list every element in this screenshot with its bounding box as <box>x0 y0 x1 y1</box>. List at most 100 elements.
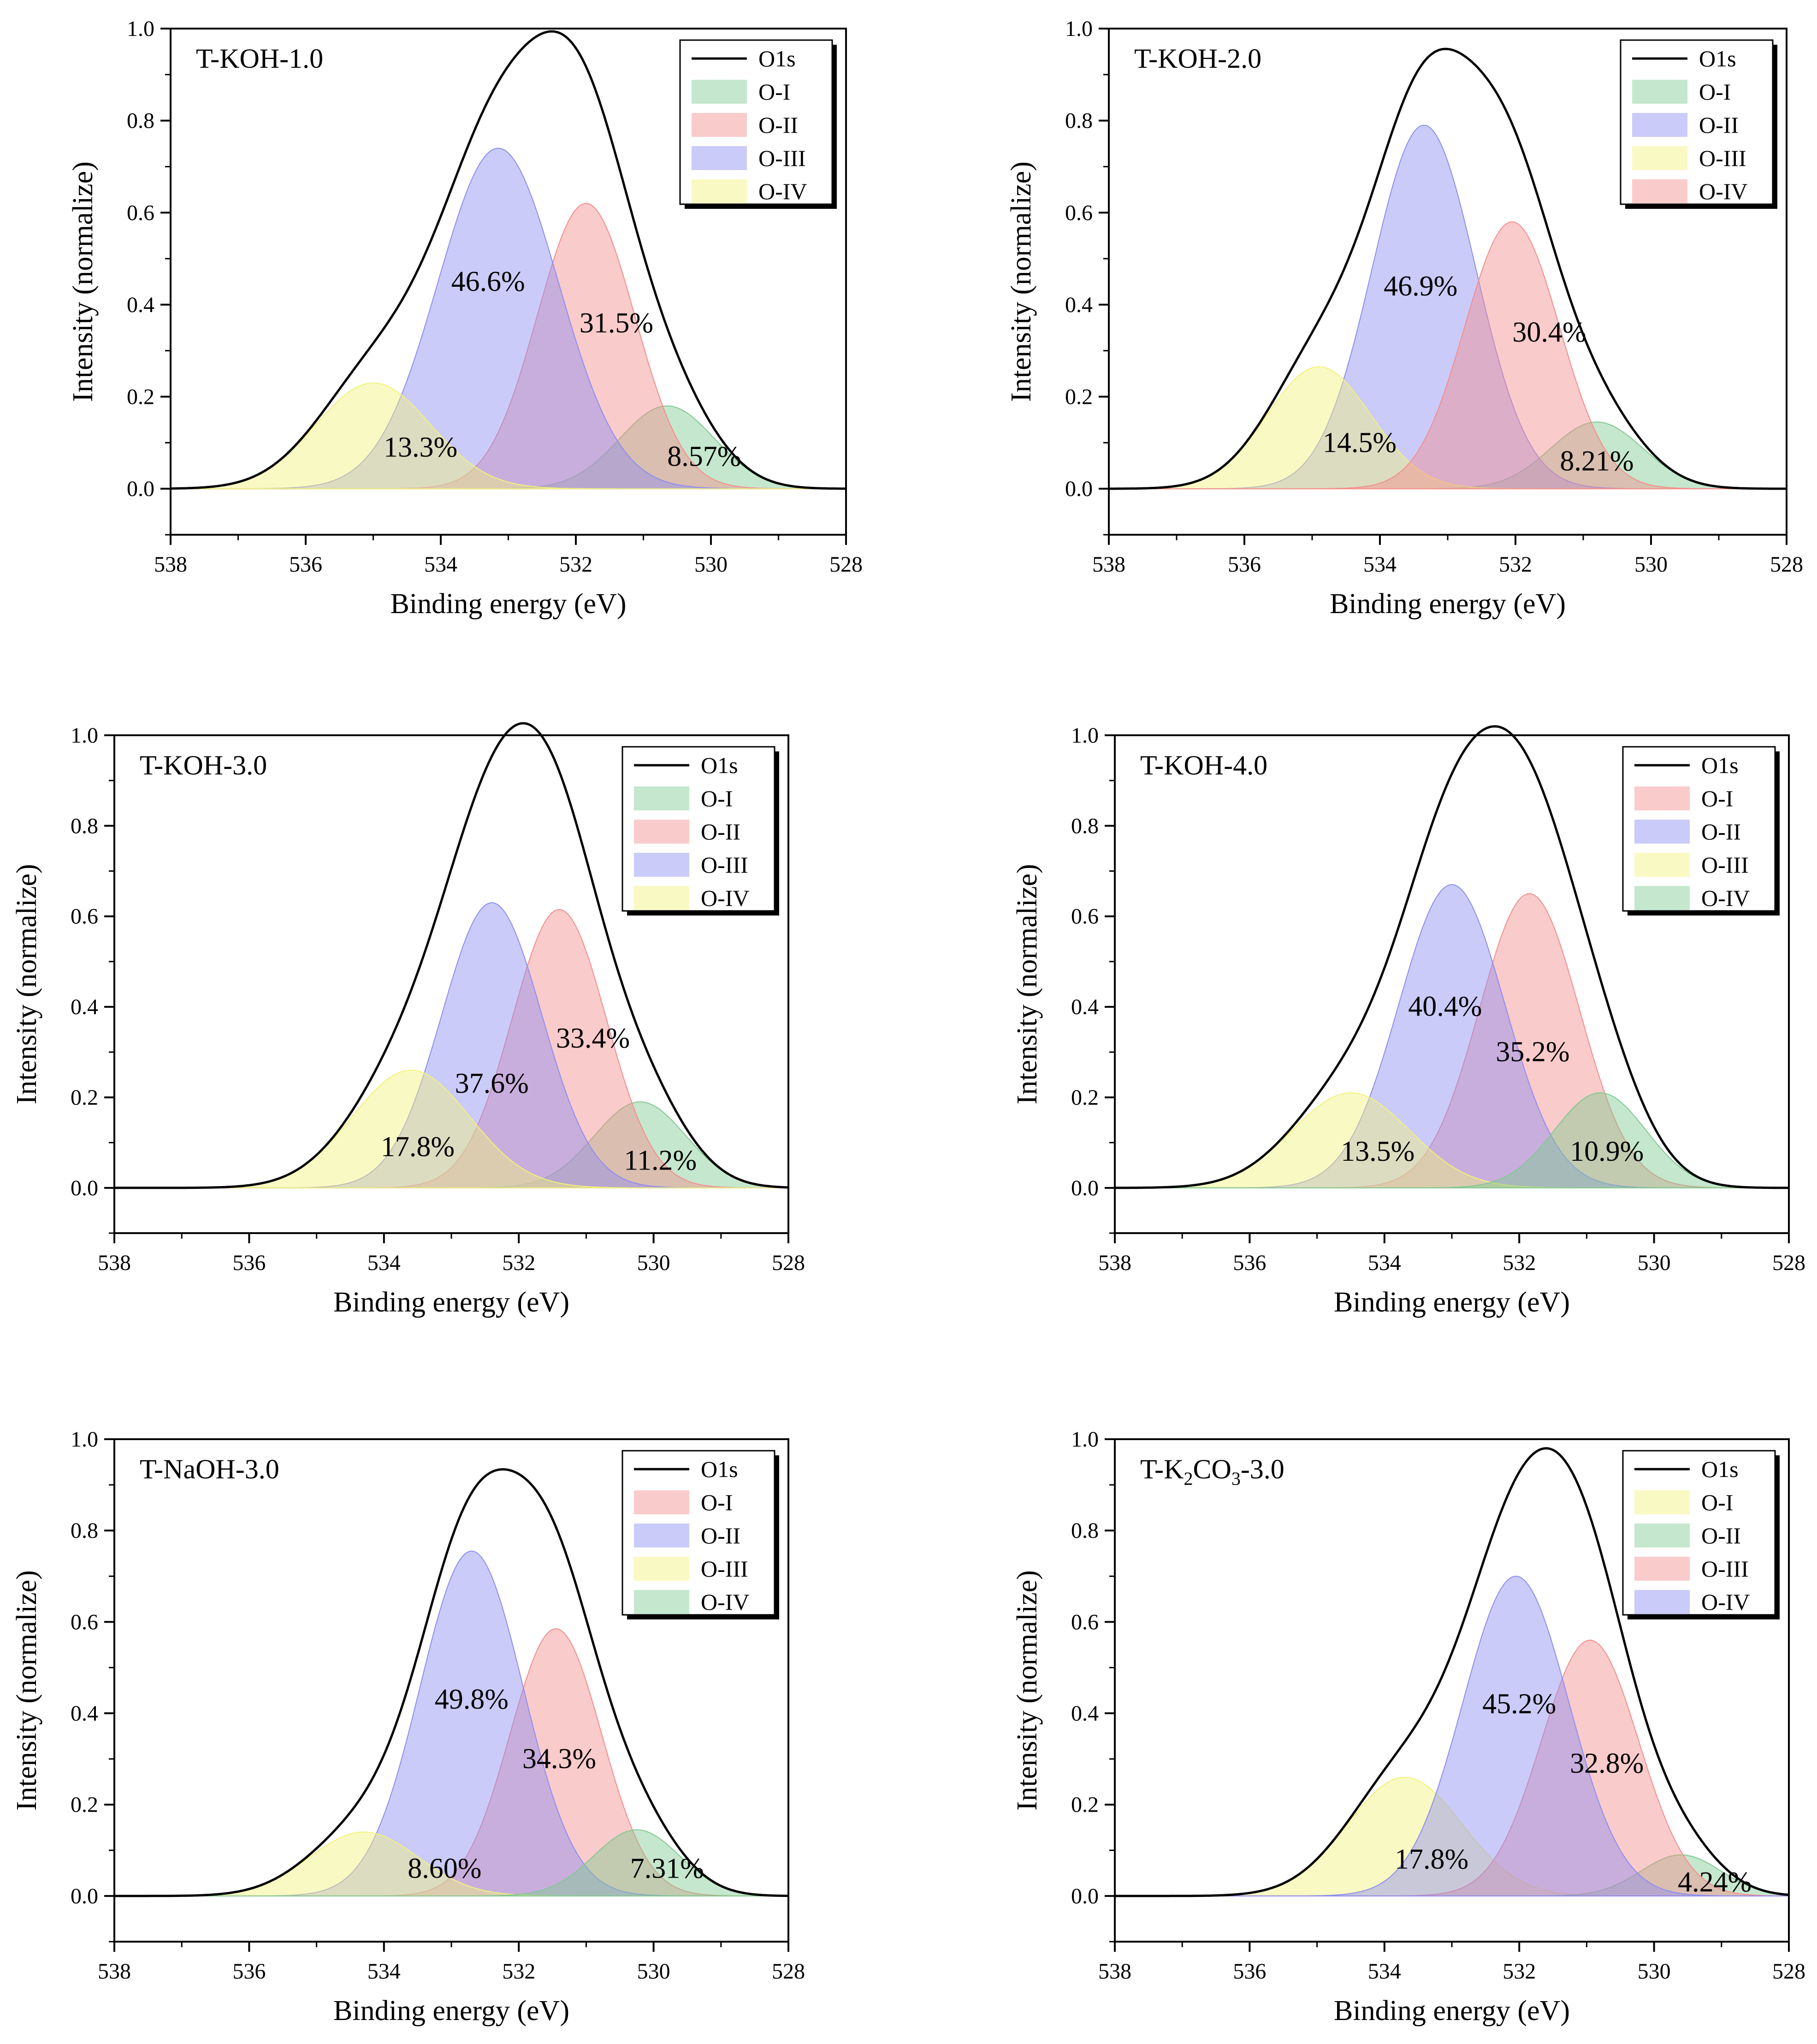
legend-label: O-III <box>1701 1556 1749 1582</box>
legend: O1s O-I O-II O-III O-IV <box>679 39 837 209</box>
x-tick-label: 530 <box>1634 552 1668 577</box>
legend-label: O-III <box>1699 145 1746 171</box>
x-axis-label: Binding energy (eV) <box>1334 1287 1570 1318</box>
percent-label: 34.3% <box>522 1743 596 1774</box>
x-axis: 538 536 534 532 530 528 <box>154 535 863 577</box>
x-tick-label: 538 <box>1098 1251 1131 1275</box>
legend-label: O-II <box>1701 819 1741 845</box>
legend-label: O1s <box>701 752 738 778</box>
curves <box>1108 47 1787 490</box>
y-tick-label: 0.0 <box>127 477 154 501</box>
x-tick-label: 530 <box>1638 1959 1671 1984</box>
legend-label: O1s <box>1701 1456 1739 1482</box>
legend-swatch-o-i <box>1634 786 1690 810</box>
legend-swatch-o-iv <box>1634 1590 1690 1614</box>
chart-panel-5: 0.0 0.2 0.4 0.6 0.8 1.0 538 536 534 532 530 528 Bind… <box>11 1427 805 2026</box>
legend-label: O1s <box>758 46 796 71</box>
y-tick-label: 0.8 <box>71 814 98 838</box>
x-tick-label: 530 <box>694 552 728 577</box>
legend-label: O-I <box>1701 1489 1733 1515</box>
panel-title: T-KOH-3.0 <box>140 750 267 780</box>
legend: O1s O-I O-II O-III O-IV <box>621 746 779 916</box>
legend-label: O-IV <box>1701 885 1750 911</box>
legend-label: O1s <box>1701 752 1739 778</box>
y-tick-label: 0.0 <box>1071 1176 1099 1200</box>
percent-label: 37.6% <box>455 1068 529 1099</box>
panel-title: T-NaOH-3.0 <box>140 1454 279 1484</box>
percent-label: 35.2% <box>1496 1036 1569 1068</box>
y-tick-label: 1.0 <box>1071 1427 1099 1452</box>
x-tick-label: 530 <box>637 1251 670 1275</box>
legend-swatch-o-ii <box>634 820 689 844</box>
y-axis-label: Intensity (normalize) <box>67 161 99 402</box>
x-tick-label: 528 <box>829 552 863 577</box>
legend-swatch-o-iii <box>1634 853 1690 877</box>
chart-panel-1: 0.0 0.2 0.4 0.6 0.8 1.0 538 536 534 532 530 528 Bind… <box>67 17 863 620</box>
legend-box <box>1622 1450 1776 1616</box>
legend-box <box>621 1450 775 1616</box>
envelope-line-o1s <box>114 722 789 1189</box>
x-tick-label: 528 <box>772 1251 805 1275</box>
y-tick-label: 0.4 <box>71 995 98 1019</box>
legend-label: O1s <box>1699 46 1736 71</box>
y-tick-label: 0.6 <box>1071 904 1099 929</box>
legend: O1s O-I O-II O-III O-IV <box>1622 746 1780 916</box>
panel-title: T-KOH-2.0 <box>1134 43 1261 74</box>
percent-label: 46.9% <box>1384 271 1457 302</box>
legend-swatch-o-iii <box>634 1557 689 1581</box>
legend-label: O-I <box>1701 786 1733 811</box>
y-axis: 0.0 0.2 0.4 0.6 0.8 1.0 <box>1071 1427 1115 1943</box>
legend: O1s O-I O-II O-III O-IV <box>1622 1450 1780 1619</box>
legend-label: O-IV <box>1699 178 1748 204</box>
x-tick-label: 534 <box>1368 1251 1401 1275</box>
legend-swatch-o-i <box>634 786 689 810</box>
y-tick-label: 0.2 <box>71 1085 98 1110</box>
percent-label: 40.4% <box>1408 991 1482 1022</box>
curves <box>114 722 789 1189</box>
y-tick-label: 0.0 <box>1071 1884 1099 1908</box>
legend-swatch-o-iv <box>1632 179 1687 203</box>
legend-swatch-o-iii <box>692 146 747 170</box>
y-tick-label: 0.6 <box>1065 201 1093 225</box>
x-axis-label: Binding energy (eV) <box>333 1287 569 1318</box>
percent-label: 17.8% <box>381 1131 455 1163</box>
y-tick-label: 0.2 <box>1071 1085 1099 1110</box>
legend-swatch-o-iii <box>634 853 689 877</box>
x-tick-label: 530 <box>637 1959 670 1984</box>
annotations: 40.4% 35.2% 13.5% 10.9% <box>1341 991 1644 1167</box>
percent-label: 30.4% <box>1512 317 1586 348</box>
percent-label: 14.5% <box>1323 427 1397 458</box>
x-tick-label: 534 <box>367 1959 401 1984</box>
x-tick-label: 528 <box>1772 1959 1805 1984</box>
percent-label: 46.6% <box>451 266 525 297</box>
y-tick-label: 0.2 <box>1071 1793 1099 1817</box>
y-tick-label: 0.4 <box>127 293 154 317</box>
percent-label: 31.5% <box>580 307 653 339</box>
y-axis-label: Intensity (normalize) <box>11 864 42 1105</box>
y-axis-label: Intensity (normalize) <box>1006 161 1037 402</box>
legend-label: O-IV <box>701 1589 750 1615</box>
curves <box>114 1468 789 1897</box>
percent-label: 11.2% <box>624 1145 697 1176</box>
legend-label: O1s <box>701 1456 738 1482</box>
percent-label: 10.9% <box>1570 1136 1644 1167</box>
annotations: 49.8% 34.3% 8.60% 7.31% <box>408 1684 704 1884</box>
annotations: 46.6% 31.5% 13.3% 8.57% <box>384 266 741 472</box>
legend-label: O-III <box>701 852 748 878</box>
percent-label: 8.60% <box>408 1853 481 1884</box>
legend-label: O-I <box>701 1489 733 1515</box>
envelope-line-o1s <box>1109 47 1787 490</box>
x-tick-label: 538 <box>98 1959 131 1984</box>
x-tick-label: 534 <box>1368 1959 1401 1984</box>
x-tick-label: 528 <box>772 1959 805 1984</box>
y-tick-label: 0.6 <box>1071 1610 1099 1634</box>
legend-swatch-o-ii <box>1632 113 1687 137</box>
legend-swatch-o-iii <box>1632 146 1687 170</box>
y-tick-label: 0.2 <box>127 385 154 409</box>
x-tick-label: 528 <box>1770 552 1803 577</box>
legend-label: O-II <box>1699 112 1739 138</box>
annotations: 33.4% 37.6% 17.8% 11.2% <box>381 1022 697 1176</box>
legend-label: O-I <box>758 79 790 105</box>
y-axis-label: Intensity (normalize) <box>11 1570 42 1811</box>
title-subscript: 2 <box>1184 1468 1193 1489</box>
